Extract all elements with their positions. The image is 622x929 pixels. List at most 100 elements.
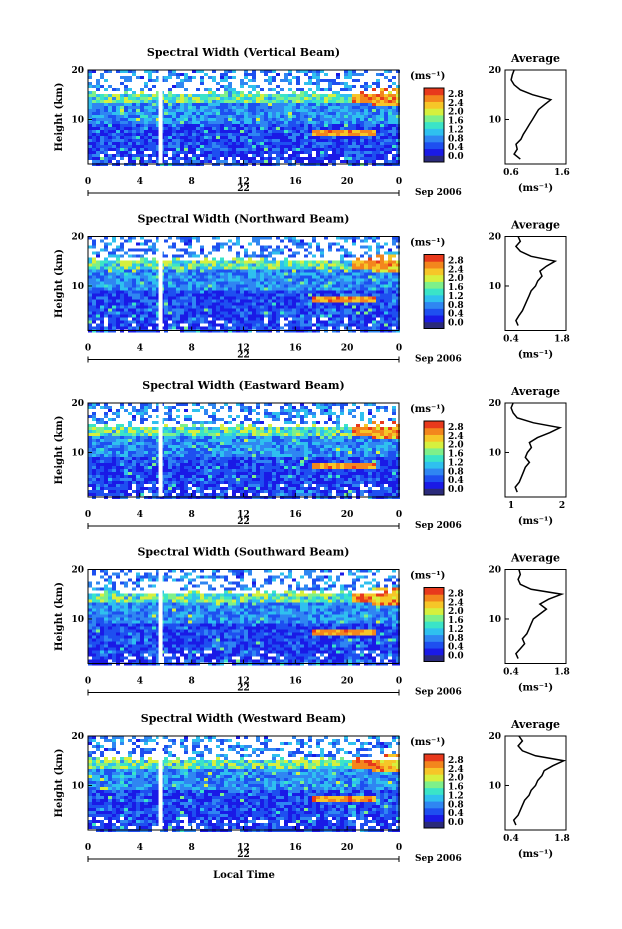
heatmap-cell xyxy=(96,305,100,309)
heatmap-cell xyxy=(132,281,136,285)
heatmap-cell xyxy=(216,269,220,273)
heatmap-cell xyxy=(368,284,372,288)
heatmap-cell xyxy=(308,133,312,136)
heatmap-cell xyxy=(156,79,160,82)
heatmap-cell xyxy=(364,160,368,163)
heatmap-cell xyxy=(124,490,128,493)
heatmap-cell xyxy=(112,475,116,478)
heatmap-cell xyxy=(280,154,284,157)
heatmap-cell xyxy=(228,287,232,291)
heatmap-cell xyxy=(192,326,196,330)
heatmap-cell xyxy=(176,133,180,136)
heatmap-cell xyxy=(364,88,368,91)
heatmap-cell xyxy=(196,275,200,279)
heatmap-cell xyxy=(260,287,264,291)
heatmap-cell xyxy=(140,311,144,315)
heatmap-cell xyxy=(120,263,124,267)
heatmap-cell xyxy=(108,112,112,115)
heatmap-cell xyxy=(192,121,196,124)
heatmap-cell xyxy=(388,287,392,291)
heatmap-cell xyxy=(224,85,228,88)
heatmap-cell xyxy=(208,311,212,315)
heatmap-cell xyxy=(308,127,312,130)
heatmap-cell xyxy=(196,124,200,127)
heatmap-cell xyxy=(352,85,356,88)
heatmap-cell xyxy=(388,160,392,163)
heatmap-cell xyxy=(372,124,376,127)
heatmap-cell xyxy=(136,299,140,303)
colorbar-tick-label: 0.0 xyxy=(448,319,464,329)
heatmap-cell xyxy=(336,248,340,252)
heatmap-cell xyxy=(156,70,160,73)
heatmap-cell xyxy=(264,157,268,160)
heatmap-cell xyxy=(300,320,304,324)
heatmap-cell xyxy=(180,278,184,282)
heatmap-cell xyxy=(276,275,280,279)
heatmap-cell xyxy=(172,469,176,472)
heatmap-cell xyxy=(356,154,360,157)
heatmap-cell xyxy=(100,239,104,243)
colorbar-tick-label: 2.0 xyxy=(448,274,464,284)
heatmap-cell xyxy=(248,323,252,327)
heatmap-cell xyxy=(204,305,208,309)
heatmap-cell xyxy=(212,157,216,160)
heatmap-cell xyxy=(96,112,100,115)
heatmap-cell xyxy=(164,97,168,100)
heatmap-cell xyxy=(132,451,136,454)
heatmap-cell xyxy=(96,79,100,82)
heatmap-cell xyxy=(180,317,184,321)
heatmap-cell xyxy=(368,293,372,297)
heatmap-cell xyxy=(316,133,320,136)
heatmap-cell xyxy=(204,317,208,321)
heatmap-cell xyxy=(144,260,148,264)
heatmap-cell xyxy=(216,293,220,297)
heatmap-cell xyxy=(176,478,180,481)
heatmap-cell xyxy=(188,97,192,100)
heatmap-cell xyxy=(184,427,188,430)
heatmap-cell xyxy=(136,427,140,430)
heatmap-cell xyxy=(308,317,312,321)
heatmap-cell xyxy=(200,326,204,330)
heatmap-cell xyxy=(172,139,176,142)
heatmap-cell xyxy=(348,299,352,303)
heatmap-cell xyxy=(196,106,200,109)
heatmap-cell xyxy=(124,454,128,457)
heatmap-cell xyxy=(260,260,264,264)
heatmap-cell xyxy=(168,418,172,421)
heatmap-cell xyxy=(208,266,212,270)
heatmap-cell xyxy=(112,254,116,258)
heatmap-cell xyxy=(224,287,228,291)
heatmap-cell xyxy=(180,260,184,264)
heatmap-cell xyxy=(176,320,180,324)
heatmap-cell xyxy=(140,160,144,163)
heatmap-cell xyxy=(192,281,196,285)
heatmap-cell xyxy=(380,269,384,273)
heatmap-cell xyxy=(192,157,196,160)
heatmap-cell xyxy=(348,293,352,297)
heatmap-cell xyxy=(248,302,252,306)
heatmap-cell xyxy=(312,109,316,112)
heatmap-cell xyxy=(220,76,224,79)
heatmap-cell xyxy=(300,290,304,294)
heatmap-cell xyxy=(328,118,332,121)
heatmap-cell xyxy=(96,103,100,106)
heatmap-cell xyxy=(116,260,120,264)
heatmap-cell xyxy=(196,118,200,121)
heatmap-cell xyxy=(176,287,180,291)
heatmap-cell xyxy=(104,302,108,306)
heatmap-cell xyxy=(264,136,268,139)
average-title: Average xyxy=(510,52,560,65)
heatmap-cell xyxy=(252,118,256,121)
heatmap-cell xyxy=(208,308,212,312)
heatmap-cell xyxy=(120,103,124,106)
heatmap-cell xyxy=(396,323,400,327)
heatmap-cell xyxy=(164,463,168,466)
heatmap-cell xyxy=(316,82,320,85)
heatmap-cell xyxy=(260,103,264,106)
heatmap-cell xyxy=(376,103,380,106)
heatmap-cell xyxy=(364,311,368,315)
heatmap-cell xyxy=(352,284,356,288)
heatmap-cell xyxy=(120,478,124,481)
heatmap-cell xyxy=(364,118,368,121)
heatmap-cell xyxy=(192,139,196,142)
